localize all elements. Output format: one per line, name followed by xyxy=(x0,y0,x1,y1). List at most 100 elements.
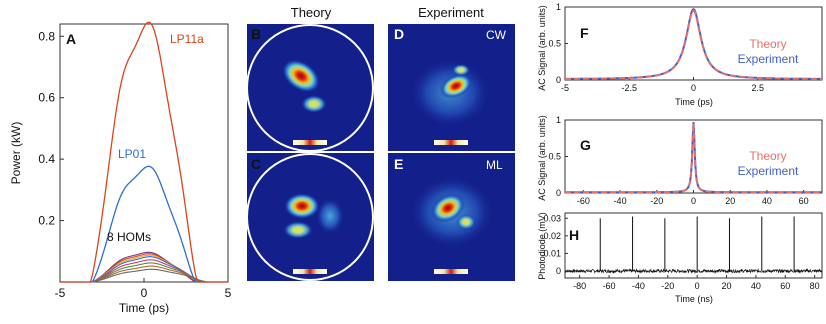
panel-f-ytick-label: 0.5 xyxy=(548,39,561,49)
panel-g-xtick-label: -40 xyxy=(614,196,627,206)
panel-g-legend-theory: Theory xyxy=(749,149,786,163)
panel-g-ylabel: AC Signal (arb. units) xyxy=(537,115,547,201)
label-lp11a: LP11a xyxy=(170,32,204,46)
panel-a-xtick-label: -5 xyxy=(55,286,66,300)
panel-c-mode-lobe-upper xyxy=(284,193,320,219)
panel-a-ylabel: Power (kW) xyxy=(9,122,23,185)
panel-c-fiber-core-outline xyxy=(247,153,374,281)
panel-h-xtick-label: 60 xyxy=(780,281,790,291)
panel-b-colorbar xyxy=(293,140,327,145)
panel-f-legend-theory: Theory xyxy=(749,37,786,51)
panel-a-xlabel: Time (ps) xyxy=(119,301,169,315)
panel-h-ytick-label: 0.01 xyxy=(543,248,561,258)
panel-f-xtick-label: -5 xyxy=(561,83,569,93)
panel-a-ytick-label: 0.4 xyxy=(38,152,55,166)
panel-f-letter: F xyxy=(580,25,589,41)
panel-a: A -5 0 5 0.2 0.4 0.6 0.8 LP11a LP01 8 HOMs Tim… xyxy=(9,21,232,315)
panel-c-mode-halo xyxy=(316,198,344,234)
panel-d-mode-lobe-main xyxy=(439,73,473,99)
panel-h-ylabel: Photodiode (mV) xyxy=(537,212,547,280)
panel-h-xtick-label: 20 xyxy=(722,281,732,291)
panel-g-ytick-label: 0 xyxy=(556,188,561,198)
theory-title: Theory xyxy=(291,5,332,20)
panel-a-ytick-label: 0.8 xyxy=(38,29,55,43)
label-hom: 8 HOMs xyxy=(107,230,151,244)
panel-h-noise-trace xyxy=(564,268,823,274)
panel-e-mode-lobe-side xyxy=(456,214,476,230)
panel-g-letter: G xyxy=(580,137,591,153)
panel-h-xtick-label: -60 xyxy=(603,281,616,291)
panel-f-legend-experiment: Experiment xyxy=(738,52,799,66)
panel-e-mode-lobe-main xyxy=(431,193,465,223)
panel-c-mode-lobe-lower xyxy=(283,221,313,239)
panel-a-xtick-label: 5 xyxy=(225,286,232,300)
panel-f-ytick-label: 1 xyxy=(556,2,561,12)
panel-h-letter: H xyxy=(569,227,579,243)
panel-h-ytick-label: 0 xyxy=(556,266,561,276)
panel-f-ylabel: AC Signal (arb. units) xyxy=(537,5,547,91)
panel-f-curves xyxy=(565,7,822,80)
lp01-curve xyxy=(60,165,228,283)
panel-e-colorbar xyxy=(434,269,468,274)
panel-h-curves xyxy=(564,216,823,274)
panel-f-xtick-label: 0 xyxy=(691,83,696,93)
panel-h-xtick-label: -40 xyxy=(632,281,645,291)
panel-g: -60 -40 -20 0 20 40 60 0 0.5 1 G Theory Experimen… xyxy=(537,115,823,206)
panel-c-colorbar xyxy=(293,269,327,274)
experiment-title: Experiment xyxy=(418,5,484,20)
panel-b-fiber-core-outline xyxy=(247,24,374,151)
panel-h-xlabel: Time (ns) xyxy=(675,294,713,304)
panel-a-ticks: -5 0 5 0.2 0.4 0.6 0.8 xyxy=(38,29,231,300)
panel-d: D CW xyxy=(388,24,515,151)
panel-h-xtick-label: 80 xyxy=(810,281,820,291)
panel-a-ytick-label: 0.6 xyxy=(38,91,55,105)
panel-d-mode-lobe-upper xyxy=(452,64,470,76)
panel-g-curves xyxy=(565,122,822,194)
panel-e-ml-label: ML xyxy=(486,158,503,172)
panel-h-ytick-label: 0.03 xyxy=(543,213,561,223)
panel-g-xtick-label: 0 xyxy=(691,196,696,206)
panel-b xyxy=(247,24,374,151)
panel-f-ytick-label: 0 xyxy=(556,75,561,85)
panel-h-xtick-label: -20 xyxy=(661,281,674,291)
panel-g-ytick-label: 0.5 xyxy=(548,152,561,162)
panel-b-mode-lobe-upper xyxy=(282,59,320,93)
panel-g-theory-curve xyxy=(565,123,822,194)
panel-e: E ML xyxy=(388,153,515,281)
panel-g-xtick-label: 20 xyxy=(725,196,735,206)
panel-h-ticks: -80 -60 -40 -20 0 20 40 60 80 0 0.01 0.02 0.03 xyxy=(543,213,819,291)
panel-h-xtick-label: 0 xyxy=(695,281,700,291)
panel-h-ytick-label: 0.02 xyxy=(543,231,561,241)
panel-d-colorbar xyxy=(434,140,468,145)
hom-mode-curve xyxy=(60,254,228,283)
panel-g-xtick-label: -20 xyxy=(650,196,663,206)
panel-f-xtick-label: 2.5 xyxy=(751,83,764,93)
panel-e-letter: E xyxy=(394,156,403,172)
panel-f-xlabel: Time (ps) xyxy=(675,97,713,107)
lp11a-curve xyxy=(60,21,228,283)
panel-g-xtick-label: 60 xyxy=(799,196,809,206)
panel-h-xtick-label: 40 xyxy=(751,281,761,291)
panel-a-curves xyxy=(60,21,228,283)
panel-d-cw-label: CW xyxy=(486,28,507,42)
panel-b-letter: B xyxy=(251,26,261,42)
panel-a-xtick-label: 0 xyxy=(141,286,148,300)
panel-c-letter: C xyxy=(251,156,261,172)
panel-c xyxy=(247,153,374,281)
panel-h-xtick-label: -80 xyxy=(573,281,586,291)
panel-f: -5 -2.5 0 2.5 0 0.5 1 F Theory Experiment Time… xyxy=(537,2,823,107)
panel-f-xtick-label: -2.5 xyxy=(621,83,637,93)
panel-g-xtick-label: -60 xyxy=(577,196,590,206)
panel-f-theory-curve xyxy=(565,9,822,80)
panel-a-letter: A xyxy=(66,31,76,47)
label-lp01: LP01 xyxy=(118,147,146,161)
panel-d-letter: D xyxy=(394,26,404,42)
panel-h: -80 -60 -40 -20 0 20 40 60 80 0 0.01 0.02 0.03 H Tim… xyxy=(537,212,823,304)
panel-g-ytick-label: 1 xyxy=(556,115,561,125)
panel-a-ytick-label: 0.2 xyxy=(38,214,55,228)
panel-b-mode-lobe-lower xyxy=(301,95,327,113)
panel-g-ticks: -60 -40 -20 0 20 40 60 0 0.5 1 xyxy=(548,115,808,206)
panel-h-frame xyxy=(564,212,823,279)
panel-g-legend-experiment: Experiment xyxy=(738,164,799,178)
